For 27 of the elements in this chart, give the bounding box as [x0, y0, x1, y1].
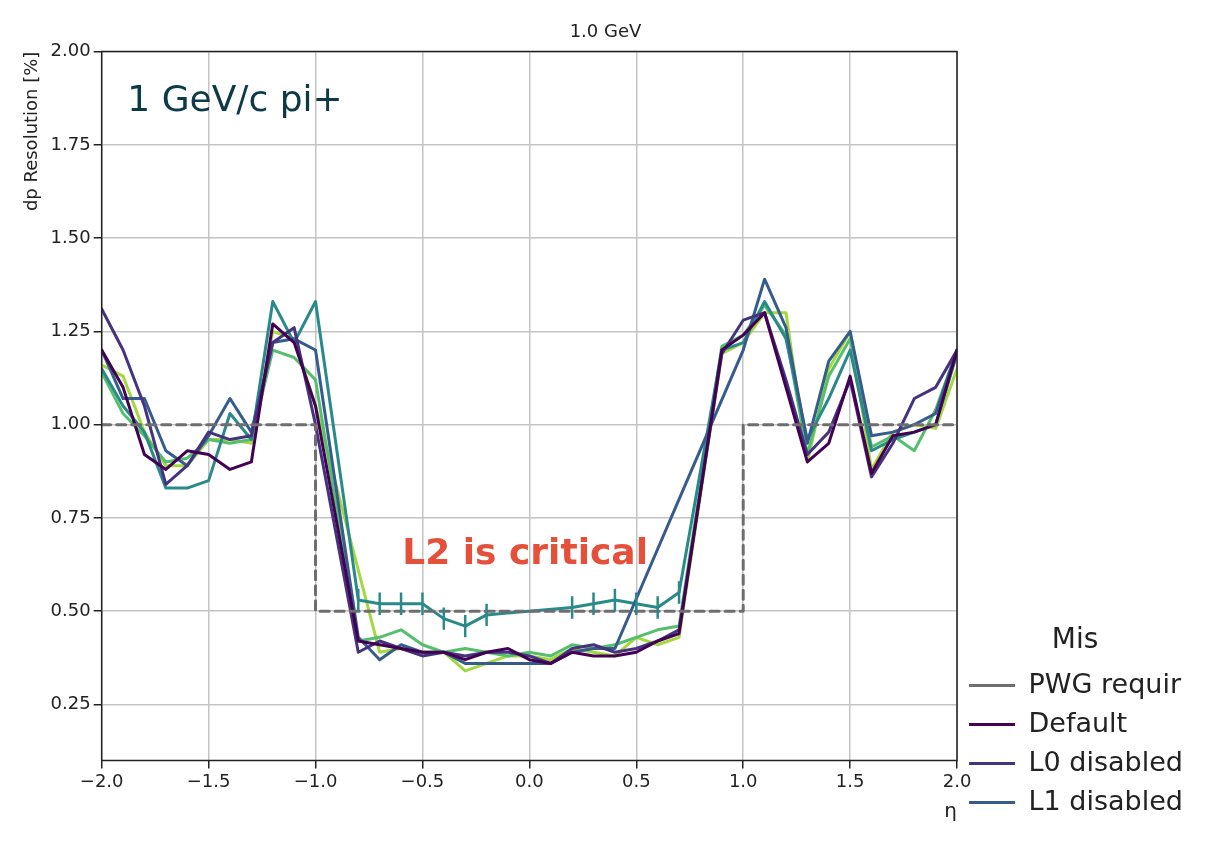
x-tick-label: 0.5	[621, 769, 651, 791]
legend-label: Default	[1028, 706, 1128, 738]
y-tick-label: 1.25	[50, 319, 91, 341]
x-tick-label: −0.5	[400, 769, 445, 791]
legend-title: Mis	[1051, 621, 1099, 655]
x-tick-label: −1.5	[186, 769, 231, 791]
legend-label: L0 disabled	[1028, 745, 1184, 777]
x-tick-label: −1.0	[293, 769, 338, 791]
y-tick-label: 1.50	[50, 225, 91, 247]
annotation: 1 GeV/c pi+	[127, 77, 343, 119]
y-tick-label: 2.00	[50, 39, 91, 61]
legend-label: PWG requir	[1028, 667, 1182, 699]
x-axis-title: η	[944, 798, 958, 823]
x-tick-label: 1.0	[728, 769, 758, 791]
y-tick-label: 0.50	[50, 598, 91, 620]
y-tick-label: 1.75	[50, 132, 91, 154]
x-tick-label: 0.0	[515, 769, 544, 791]
legend-label: L1 disabled	[1028, 784, 1184, 816]
x-tick-label: 1.5	[835, 769, 865, 791]
y-tick-label: 0.75	[50, 505, 91, 527]
x-tick-label: 2.0	[942, 769, 972, 791]
y-axis-title: dp Resolution [%]	[20, 51, 42, 212]
chart-title: 1.0 GeV	[569, 20, 643, 42]
annotation: L2 is critical	[402, 531, 648, 573]
x-tick-label: −2.0	[79, 769, 124, 791]
y-tick-label: 1.00	[50, 412, 91, 434]
y-tick-label: 0.25	[50, 692, 91, 714]
